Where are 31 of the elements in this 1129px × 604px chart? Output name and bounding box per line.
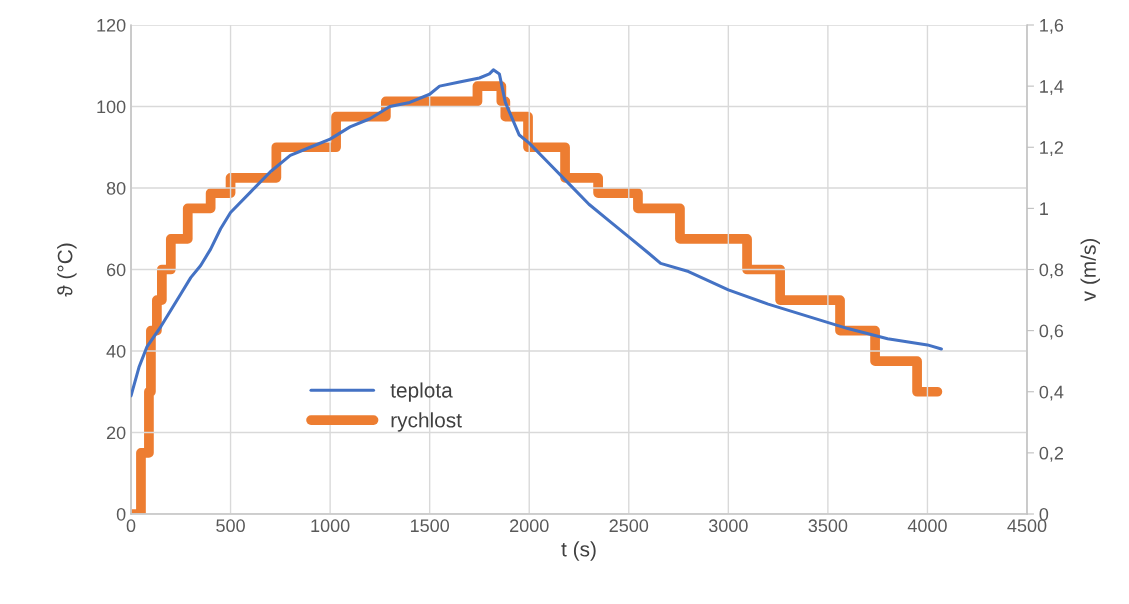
y2-tick-label: 0 xyxy=(1039,507,1049,521)
y-tick-label: 80 xyxy=(106,181,126,195)
x-tick-label: 1500 xyxy=(410,519,450,533)
y2-tick-label: 1,2 xyxy=(1040,141,1063,157)
y-tick-label: 0 xyxy=(116,507,126,521)
y-tick-label: 120 xyxy=(97,18,126,32)
x-tick-label: 3000 xyxy=(708,519,748,533)
y2-tick-label: 0,8 xyxy=(1039,263,1064,279)
x-tick-label: 0 xyxy=(126,519,136,533)
x-axis-title: t (s) xyxy=(561,541,596,561)
legend-label: rychlost xyxy=(391,412,462,432)
y-axis-title: ϑ (°C) xyxy=(57,243,77,297)
x-tick-label: 500 xyxy=(216,519,245,533)
y-tick-label: 20 xyxy=(106,426,126,440)
y2-tick-label: 1,4 xyxy=(1040,80,1064,95)
x-tick-label: 2500 xyxy=(609,519,649,533)
y2-tick-label: 0,6 xyxy=(1039,324,1064,340)
x-tick-label: 4000 xyxy=(907,519,947,533)
x-tick-label: 4500 xyxy=(1007,519,1047,533)
x-tick-label: 2000 xyxy=(510,519,549,533)
y2-tick-label: 0,4 xyxy=(1039,385,1064,401)
y2-axis-title: v (m/s) xyxy=(1080,238,1100,302)
x-tick-label: 3500 xyxy=(808,519,848,533)
y2-tick-label: 1,6 xyxy=(1040,18,1064,34)
x-tick-label: 1000 xyxy=(311,519,350,533)
y-tick-label: 60 xyxy=(106,263,126,277)
y-tick-label: 40 xyxy=(106,344,126,358)
legend-label: teplota xyxy=(390,382,453,402)
y2-tick-label: 0,2 xyxy=(1039,446,1063,462)
y-tick-label: 100 xyxy=(97,100,126,114)
y2-tick-label: 1 xyxy=(1040,202,1048,215)
